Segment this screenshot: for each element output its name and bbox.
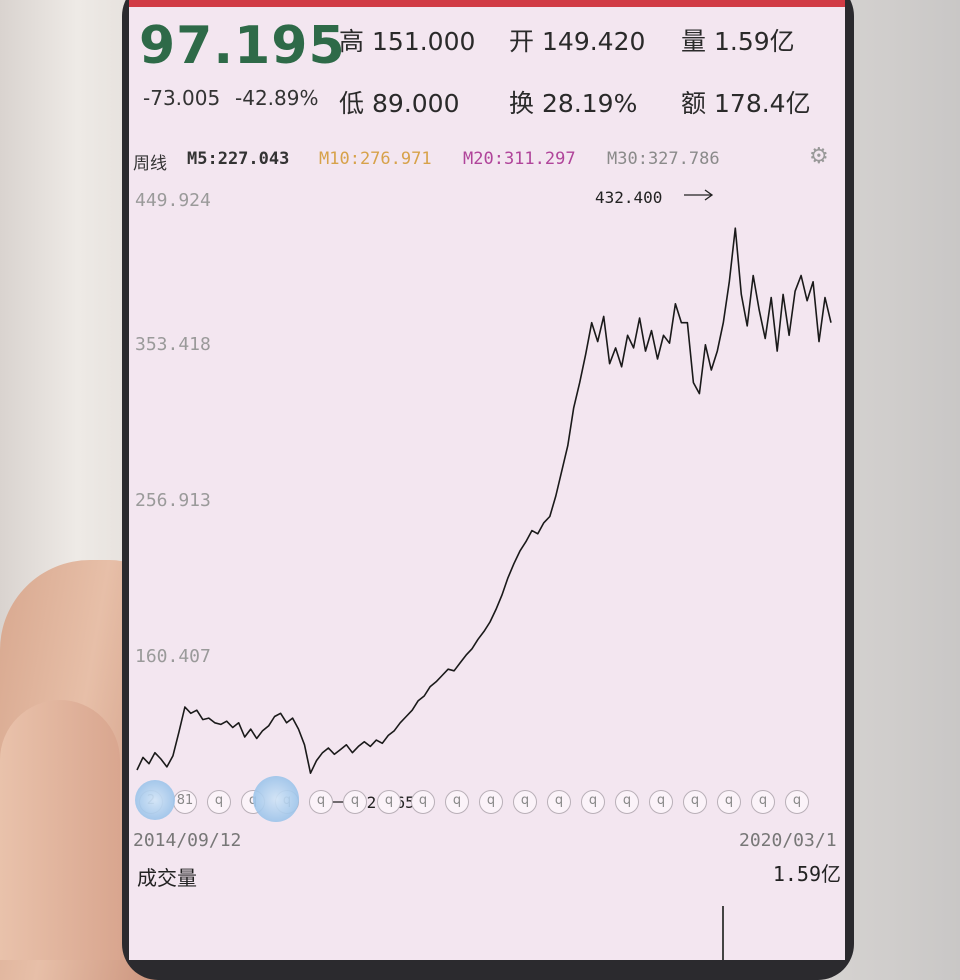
event-marker[interactable]: q [309,790,333,814]
event-marker[interactable]: q [717,790,741,814]
thumb [0,700,120,960]
ma20-value: M20:311.297 [463,149,576,169]
ma10-value: M10:276.971 [319,149,432,169]
price-change-percent: -42.89% [235,86,319,110]
start-date-label: 2014/09/12 [133,830,242,851]
volume-bar [722,906,724,960]
touch-highlight [135,780,175,820]
event-marker[interactable]: q [581,790,605,814]
y-tick-label: 160.407 [135,646,211,667]
volume-section-title: 成交量 [137,866,197,890]
open-stat: 开 149.420 [509,22,645,58]
event-marker[interactable]: q [785,790,809,814]
volume-label: 量 [681,27,707,56]
event-marker[interactable]: q [207,790,231,814]
current-price: 97.195 [139,16,346,76]
turnover-value: 28.19% [542,89,638,118]
settings-gear-icon[interactable]: ⚙ [809,144,829,169]
volume-section-value: 1.59亿 [772,862,841,886]
touch-highlight [253,776,299,822]
price-series-line [136,227,832,775]
event-marker[interactable]: q [377,790,401,814]
amount-value: 178.4亿 [714,89,811,118]
y-tick-label: 449.924 [135,190,211,211]
event-marker[interactable]: q [683,790,707,814]
event-marker[interactable]: q [751,790,775,814]
ma5-value: M5:227.043 [187,149,290,169]
event-marker[interactable]: q [649,790,673,814]
open-value: 149.420 [542,27,646,56]
event-marker[interactable]: q [547,790,571,814]
amount-label: 额 [681,89,707,118]
header-bar [129,0,845,7]
event-marker[interactable]: q [411,790,435,814]
high-value: 151.000 [372,27,476,56]
high-label: 高 [339,27,365,56]
moving-average-row: 周线 M5:227.043 M10:276.971 M20:311.297 M3… [129,149,845,175]
phone-screen: 97.195 -73.005 -42.89% 高 151.000 开 149.420… [129,0,845,960]
price-change: -73.005 [143,86,221,110]
high-annotation-arrowhead [704,189,714,201]
price-line-chart [136,189,832,808]
low-label: 低 [339,89,365,118]
event-marker[interactable]: 81 [173,790,197,814]
y-tick-label: 353.418 [135,334,211,355]
y-tick-label: 256.913 [135,490,211,511]
open-label: 开 [509,27,535,56]
end-date-label: 2020/03/1 [739,830,837,851]
turnover-label: 换 [509,89,535,118]
ma30-value: M30:327.786 [607,149,720,169]
low-value: 89.000 [372,89,460,118]
volume-stat: 量 1.59亿 [681,22,795,58]
volume-value: 1.59亿 [714,27,795,56]
event-marker[interactable]: q [479,790,503,814]
period-tab[interactable]: 周线 [133,154,167,174]
event-marker[interactable]: q [513,790,537,814]
high-annotation-label: 432.400 [595,188,663,207]
low-stat: 低 89.000 [339,84,460,120]
turnover-stat: 换 28.19% [509,84,637,120]
event-marker[interactable]: q [615,790,639,814]
event-marker[interactable]: q [343,790,367,814]
high-stat: 高 151.000 [339,22,475,58]
amount-stat: 额 178.4亿 [681,84,811,120]
event-marker[interactable]: q [445,790,469,814]
